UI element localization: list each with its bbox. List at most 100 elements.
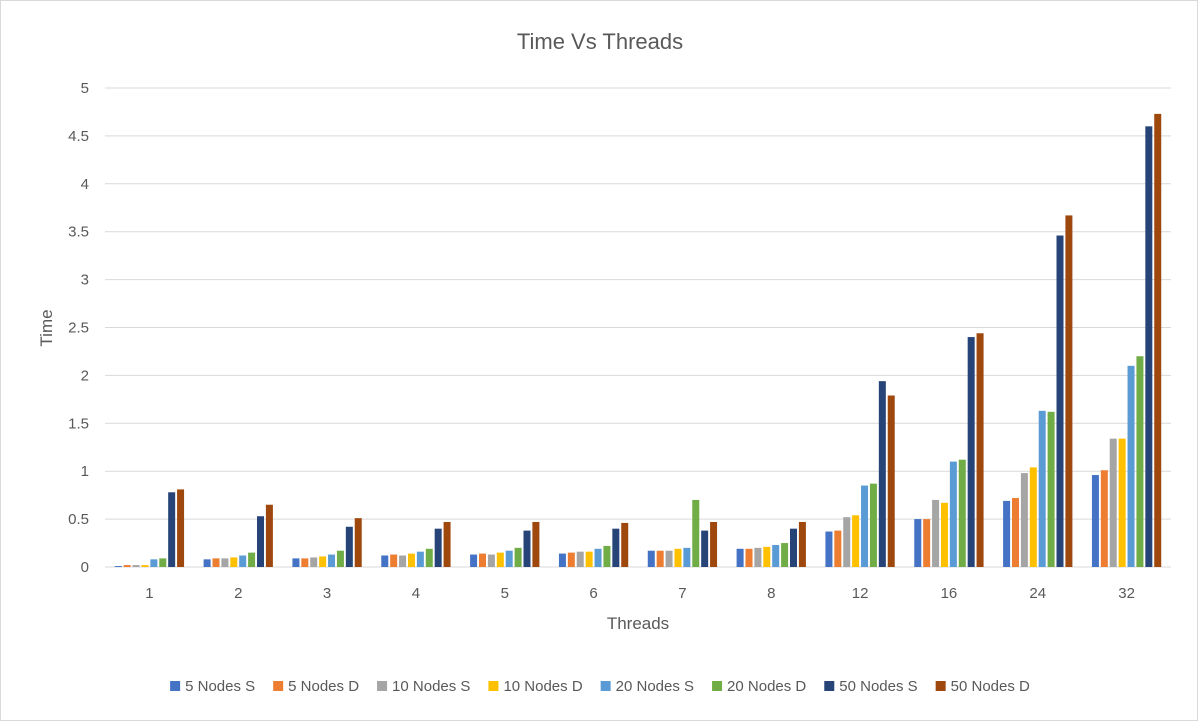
bar-5-nodes-s-threads-6 [558, 553, 566, 567]
bar-5-nodes-d-threads-24 [1012, 498, 1019, 567]
x-tick-label: 2 [234, 585, 242, 602]
legend-swatch [600, 681, 611, 691]
x-tick-label: 4 [412, 585, 420, 602]
bar-5-nodes-d-threads-1 [123, 565, 131, 567]
y-axis-ticks: 0 0.5 1 1.5 2 2.5 3 3.5 4 4.5 5 [68, 80, 89, 576]
bar-5-nodes-s-threads-2 [203, 559, 211, 567]
chart-title: Time Vs Threads [517, 29, 683, 54]
bar-20-nodes-d-threads-5 [514, 547, 522, 567]
bar-10-nodes-d-threads-2 [230, 557, 238, 567]
legend-item: 10 Nodes S [377, 678, 470, 695]
bar-20-nodes-s-threads-7 [683, 547, 691, 567]
bar-20-nodes-d-threads-2 [248, 552, 256, 567]
bar-50-nodes-s-threads-7 [701, 530, 709, 567]
bar-20-nodes-d-threads-24 [1047, 411, 1055, 567]
bar-50-nodes-d-threads-2 [265, 504, 273, 567]
bar-50-nodes-s-threads-5 [523, 530, 531, 567]
legend-swatch [488, 681, 499, 691]
bar-50-nodes-d-threads-4 [443, 521, 451, 567]
bar-10-nodes-s-threads-2 [221, 558, 229, 567]
legend-item: 5 Nodes S [170, 678, 255, 695]
bar-5-nodes-s-threads-12 [825, 531, 833, 567]
legend-swatch [935, 681, 946, 691]
legend-item: 10 Nodes D [488, 678, 583, 695]
bar-5-nodes-d-threads-2 [212, 558, 220, 567]
x-tick-label: 16 [941, 585, 958, 602]
legend-label: 50 Nodes S [839, 678, 917, 695]
bar-50-nodes-s-threads-2 [257, 516, 264, 567]
legend-swatch [170, 681, 181, 691]
bar-20-nodes-s-threads-5 [505, 550, 513, 567]
y-tick-label: 3 [81, 272, 89, 289]
bar-50-nodes-s-threads-32 [1145, 126, 1153, 567]
x-tick-label: 6 [589, 585, 597, 602]
bar-20-nodes-s-threads-4 [416, 551, 424, 567]
bar-20-nodes-d-threads-6 [603, 545, 611, 567]
bar-20-nodes-d-threads-12 [869, 483, 877, 567]
bar-10-nodes-s-threads-16 [932, 499, 940, 567]
bar-20-nodes-d-threads-16 [958, 459, 966, 567]
legend-swatch [377, 681, 388, 691]
bar-20-nodes-s-threads-32 [1127, 365, 1135, 567]
bar-50-nodes-d-threads-7 [710, 521, 718, 567]
bar-10-nodes-s-threads-24 [1020, 473, 1028, 567]
x-tick-label: 8 [767, 585, 775, 602]
bar-10-nodes-s-threads-32 [1109, 438, 1117, 567]
bar-5-nodes-s-threads-4 [381, 555, 389, 567]
bar-20-nodes-d-threads-1 [159, 558, 167, 567]
gridlines [105, 87, 1171, 568]
bar-50-nodes-s-threads-24 [1056, 235, 1064, 567]
y-tick-label: 1.5 [68, 415, 89, 432]
bar-50-nodes-s-threads-16 [967, 337, 975, 567]
bar-10-nodes-s-threads-6 [576, 551, 584, 567]
bar-10-nodes-d-threads-7 [674, 548, 682, 567]
y-tick-label: 1 [81, 463, 89, 480]
legend-item: 50 Nodes D [935, 678, 1030, 695]
bar-10-nodes-s-threads-7 [665, 550, 673, 567]
bar-10-nodes-d-threads-5 [496, 552, 504, 567]
x-tick-label: 7 [678, 585, 686, 602]
bar-5-nodes-d-threads-4 [390, 554, 398, 567]
bar-20-nodes-d-threads-4 [425, 548, 433, 567]
bar-5-nodes-s-threads-5 [470, 554, 478, 567]
bar-50-nodes-s-threads-8 [790, 528, 797, 567]
bar-10-nodes-s-threads-4 [399, 555, 407, 567]
bar-5-nodes-s-threads-7 [647, 550, 655, 567]
bar-5-nodes-s-threads-8 [736, 548, 744, 567]
bar-50-nodes-s-threads-12 [878, 381, 886, 567]
y-tick-label: 3.5 [68, 224, 89, 241]
bar-50-nodes-d-threads-12 [887, 395, 895, 567]
bar-10-nodes-d-threads-6 [585, 551, 593, 567]
bar-5-nodes-s-threads-1 [114, 566, 122, 567]
bar-50-nodes-s-threads-1 [168, 492, 176, 567]
bar-10-nodes-d-threads-8 [763, 546, 771, 567]
bar-50-nodes-d-threads-8 [798, 521, 806, 567]
bar-10-nodes-d-threads-12 [852, 515, 860, 567]
bar-20-nodes-s-threads-16 [949, 461, 957, 567]
bar-50-nodes-d-threads-24 [1065, 215, 1073, 567]
bar-10-nodes-s-threads-8 [754, 547, 762, 567]
bar-20-nodes-d-threads-3 [336, 550, 344, 567]
bar-20-nodes-s-threads-2 [239, 555, 247, 567]
x-tick-label: 5 [501, 585, 509, 602]
y-tick-label: 2.5 [68, 320, 89, 337]
y-tick-label: 0.5 [68, 511, 89, 528]
legend-label: 10 Nodes D [503, 678, 582, 695]
x-tick-label: 3 [323, 585, 331, 602]
bar-10-nodes-d-threads-1 [141, 565, 149, 567]
bar-50-nodes-s-threads-6 [612, 528, 620, 567]
y-tick-label: 0 [81, 559, 89, 576]
legend-item: 20 Nodes S [600, 678, 694, 695]
bar-10-nodes-s-threads-1 [132, 565, 140, 567]
bar-50-nodes-d-threads-3 [354, 518, 362, 567]
bar-5-nodes-d-threads-3 [301, 558, 309, 567]
bar-5-nodes-d-threads-8 [745, 548, 753, 567]
bar-5-nodes-d-threads-5 [479, 553, 486, 567]
x-tick-label: 12 [852, 585, 869, 602]
y-tick-label: 4 [81, 176, 89, 193]
bar-50-nodes-d-threads-16 [976, 333, 984, 567]
x-tick-label: 1 [145, 585, 153, 602]
legend-label: 20 Nodes S [616, 678, 694, 695]
